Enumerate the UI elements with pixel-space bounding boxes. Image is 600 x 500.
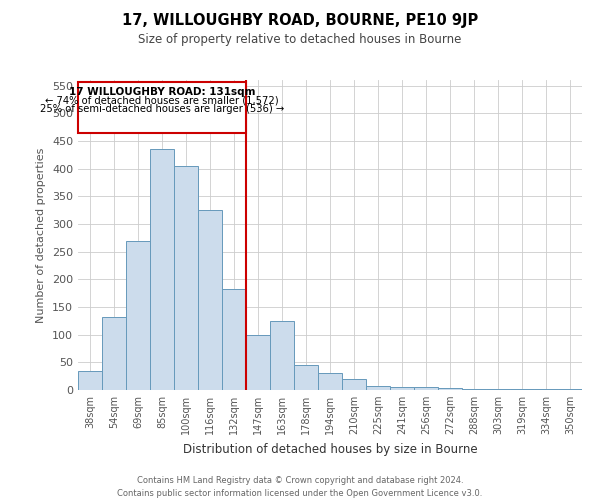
Bar: [510, 389, 534, 390]
Bar: [174, 166, 198, 390]
Bar: [486, 389, 510, 390]
Bar: [102, 317, 126, 390]
Bar: [342, 379, 366, 390]
Bar: [150, 149, 174, 390]
Text: Contains HM Land Registry data © Crown copyright and database right 2024.
Contai: Contains HM Land Registry data © Crown c…: [118, 476, 482, 498]
Bar: [270, 321, 294, 390]
Bar: [462, 389, 486, 390]
Bar: [390, 387, 414, 390]
Bar: [246, 334, 270, 390]
Bar: [558, 389, 582, 390]
Bar: [414, 387, 438, 390]
Bar: [198, 210, 222, 390]
Y-axis label: Number of detached properties: Number of detached properties: [37, 148, 46, 322]
Bar: [126, 240, 150, 390]
Bar: [294, 365, 318, 390]
Text: 17 WILLOUGHBY ROAD: 131sqm: 17 WILLOUGHBY ROAD: 131sqm: [69, 87, 255, 97]
Bar: [438, 388, 462, 390]
Bar: [222, 288, 246, 390]
Bar: [534, 389, 558, 390]
Bar: [366, 386, 390, 390]
Text: 25% of semi-detached houses are larger (536) →: 25% of semi-detached houses are larger (…: [40, 104, 284, 114]
FancyBboxPatch shape: [78, 82, 246, 132]
Text: ← 74% of detached houses are smaller (1,572): ← 74% of detached houses are smaller (1,…: [45, 96, 279, 106]
Bar: [318, 374, 342, 390]
Bar: [78, 370, 102, 390]
Text: 17, WILLOUGHBY ROAD, BOURNE, PE10 9JP: 17, WILLOUGHBY ROAD, BOURNE, PE10 9JP: [122, 12, 478, 28]
Text: Size of property relative to detached houses in Bourne: Size of property relative to detached ho…: [139, 32, 461, 46]
X-axis label: Distribution of detached houses by size in Bourne: Distribution of detached houses by size …: [182, 442, 478, 456]
